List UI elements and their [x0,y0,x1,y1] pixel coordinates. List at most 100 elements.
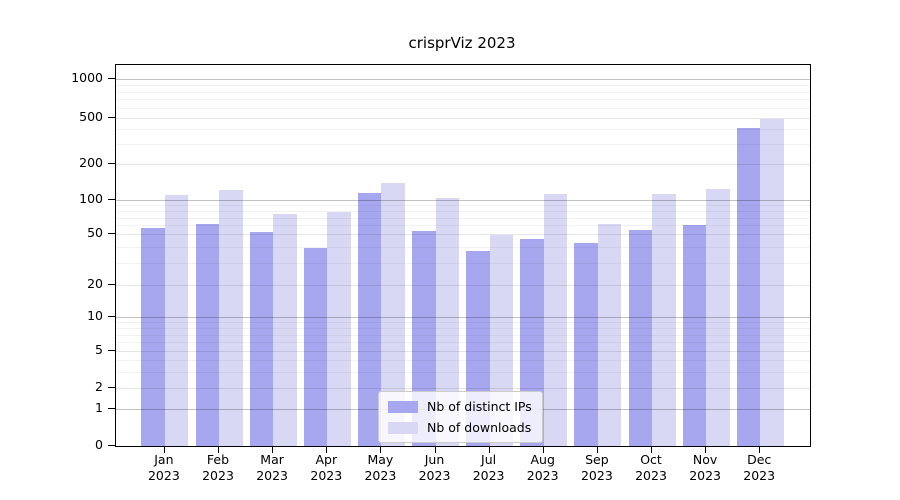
gridline [116,98,810,100]
x-tick-label: Apr 2023 [310,452,343,483]
bar-distinct-ips [249,232,274,446]
gridline [116,164,810,166]
bar-downloads [164,195,189,446]
bar-downloads [760,118,784,446]
bar-distinct-ips [736,128,761,446]
y-tick-label: 0 [95,437,103,452]
bar-downloads [652,194,676,446]
x-tick-label: Jul 2023 [472,452,505,483]
gridline [116,351,810,352]
y-tick-mark [108,350,115,351]
y-tick-mark [108,445,115,446]
bar-downloads [543,193,568,446]
x-tick-label: Jan 2023 [147,452,180,483]
y-tick-mark [108,408,115,410]
gridline [116,317,810,318]
y-tick-label: 5 [95,342,103,357]
bar-distinct-ips [195,223,219,446]
bar-downloads [597,223,622,446]
bar-distinct-ips [357,193,382,446]
x-tick-label: Dec 2023 [743,452,776,483]
gridline [116,225,810,227]
gridline [116,107,810,109]
gridline [116,334,810,336]
y-tick-label: 2 [95,378,103,394]
gridline [116,371,810,373]
bar-distinct-ips [682,225,707,446]
x-tick-label: Sep 2023 [580,452,613,483]
y-tick-label: 1 [95,400,103,416]
gridline [116,143,810,145]
bar-downloads [273,214,297,446]
x-tick-label: Feb 2023 [202,452,234,483]
gridline [116,262,810,264]
bar-downloads [706,189,730,446]
legend-label-downloads: Nb of downloads [427,420,532,435]
gridline [116,285,810,286]
gridline [116,322,810,324]
x-tick-label: Mar 2023 [256,452,288,483]
gridline [116,387,810,389]
y-tick-mark [108,284,115,285]
gridline [116,84,810,86]
x-tick-mark [705,446,707,453]
x-tick-mark [651,446,652,453]
y-tick-label: 10 [87,308,103,323]
bar-distinct-ips [574,242,598,446]
gridline [116,234,810,236]
gridline [116,200,810,201]
bar-distinct-ips [628,229,652,446]
legend-label-distinct-ips: Nb of distinct IPs [427,399,532,414]
legend-row: Nb of downloads [388,419,532,436]
y-tick-mark [108,78,115,79]
x-tick-mark [596,446,598,453]
x-tick-label: Nov 2023 [689,452,721,483]
bar-downloads [219,189,243,446]
y-tick-label: 1000 [71,70,103,85]
x-tick-mark [759,446,761,453]
x-tick-mark [272,446,274,453]
y-tick-mark [108,233,115,235]
x-tick-label: Oct 2023 [635,452,667,483]
y-tick-mark [108,199,115,200]
y-tick-mark [108,386,115,388]
legend: Nb of distinct IPs Nb of downloads [378,391,543,443]
y-tick-mark [108,163,115,165]
gridline [116,342,810,344]
chart-title: crisprViz 2023 [408,34,516,52]
x-tick-label: May 2023 [364,452,397,483]
x-tick-label: Aug 2023 [526,452,559,483]
gridline [116,117,810,119]
gridline [116,129,810,130]
gridline [116,91,810,93]
x-tick-mark [542,446,544,453]
gridline [116,79,810,80]
y-tick-label: 200 [79,155,103,171]
bar-downloads [435,197,459,446]
bar-downloads [327,211,351,446]
gridline [116,205,810,207]
legend-swatch-downloads [388,421,418,434]
bar-distinct-ips [303,248,328,446]
x-tick-mark [434,446,436,453]
y-tick-label: 50 [87,225,103,241]
gridline [116,327,810,329]
y-tick-label: 20 [87,276,103,291]
bar-distinct-ips [141,227,165,446]
y-tick-label: 100 [79,191,103,206]
x-tick-mark [163,446,165,453]
gridline [116,217,810,219]
x-tick-mark [380,446,382,453]
legend-swatch-distinct-ips [388,400,418,413]
plot-area [115,64,811,447]
y-tick-label: 500 [79,108,103,124]
bar-downloads [381,182,405,446]
y-tick-mark [108,116,115,118]
x-tick-mark [218,446,219,453]
x-tick-mark [326,446,328,453]
gridline [116,359,810,361]
x-tick-label: Jun 2023 [418,452,451,483]
gridline [116,211,810,212]
x-tick-mark [488,446,490,453]
